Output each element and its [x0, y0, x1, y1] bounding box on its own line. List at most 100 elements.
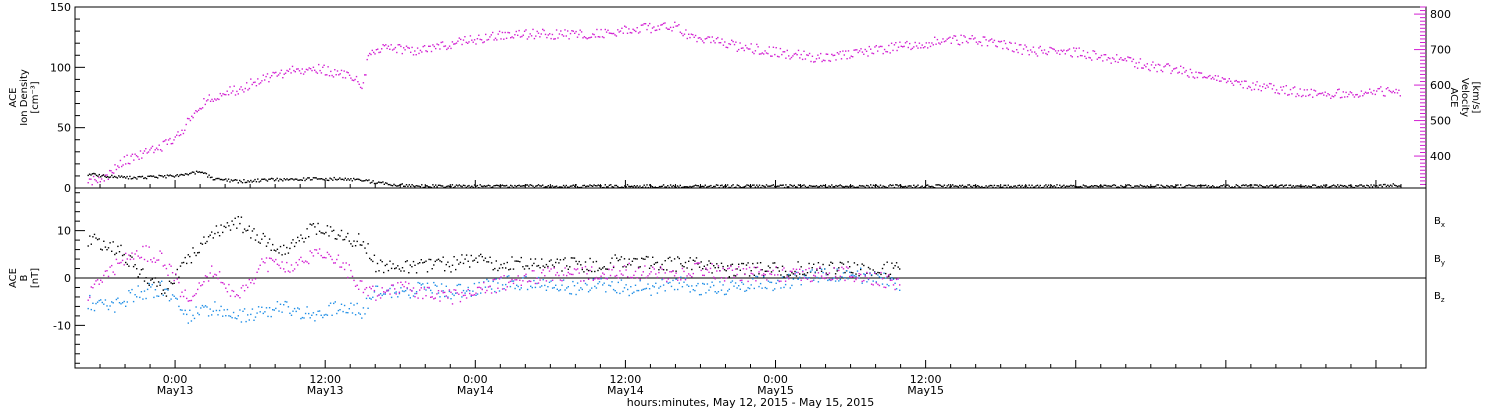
data-point	[225, 287, 227, 289]
data-point	[623, 265, 626, 267]
data-point	[308, 177, 310, 179]
data-point	[614, 34, 616, 36]
data-point	[604, 28, 606, 31]
data-point	[694, 260, 696, 262]
data-point	[151, 261, 153, 263]
data-point	[642, 24, 644, 26]
data-point	[1296, 93, 1299, 95]
data-point	[1123, 186, 1125, 188]
data-point	[1398, 89, 1400, 91]
data-point	[223, 178, 226, 181]
data-point	[981, 44, 983, 47]
data-point	[960, 34, 962, 36]
data-point	[247, 180, 249, 182]
data-point	[1102, 185, 1104, 188]
data-point	[803, 184, 805, 186]
data-point	[593, 184, 595, 186]
x-tick-time-label: 0:00	[163, 373, 188, 386]
data-point	[278, 252, 280, 254]
data-point	[875, 282, 877, 284]
data-point	[666, 269, 668, 271]
data-point	[176, 174, 178, 176]
data-point	[122, 176, 124, 179]
data-point	[1291, 186, 1293, 188]
data-point	[423, 186, 426, 189]
data-point	[436, 186, 438, 188]
data-point	[169, 174, 171, 176]
data-point	[162, 294, 164, 296]
data-point	[264, 262, 266, 264]
data-point	[1273, 186, 1275, 188]
data-point	[713, 284, 715, 287]
data-point	[376, 262, 379, 265]
data-point	[309, 68, 312, 70]
data-point	[672, 26, 675, 28]
data-point	[528, 280, 530, 282]
data-point	[354, 78, 356, 81]
data-point	[442, 292, 444, 294]
data-point	[384, 264, 386, 267]
data-point	[698, 294, 701, 296]
data-point	[1232, 187, 1235, 189]
data-point	[461, 43, 463, 46]
data-point	[365, 252, 368, 254]
data-point	[902, 46, 904, 48]
data-point	[244, 181, 246, 184]
data-point	[866, 272, 868, 274]
data-point	[749, 48, 751, 50]
data-point	[472, 186, 474, 189]
data-point	[523, 30, 526, 32]
data-point	[447, 47, 449, 49]
data-point	[258, 83, 260, 85]
data-point	[1370, 91, 1372, 94]
data-point	[157, 177, 159, 179]
data-point	[94, 173, 96, 175]
data-point	[777, 274, 779, 276]
data-point	[1025, 46, 1028, 48]
data-point	[358, 312, 360, 314]
data-point	[651, 186, 654, 188]
data-point	[1206, 77, 1208, 79]
data-point	[293, 268, 296, 270]
data-point	[894, 282, 896, 284]
data-point	[516, 279, 518, 281]
data-point	[1271, 184, 1274, 186]
data-point	[1314, 90, 1317, 92]
data-point	[1178, 71, 1180, 73]
data-point	[1362, 185, 1364, 187]
data-point	[821, 185, 823, 187]
data-point	[508, 281, 510, 284]
data-point	[556, 288, 558, 290]
data-point	[977, 43, 979, 45]
data-point	[531, 286, 533, 289]
data-point	[886, 261, 888, 263]
data-point	[753, 52, 755, 55]
data-point	[283, 268, 285, 270]
data-point	[400, 45, 402, 48]
data-point	[392, 284, 394, 286]
data-point	[561, 280, 563, 282]
data-point	[664, 290, 666, 292]
data-point	[1380, 86, 1382, 88]
data-point	[706, 186, 708, 188]
data-point	[628, 185, 630, 188]
data-point	[576, 282, 579, 284]
data-point	[484, 291, 487, 294]
data-point	[247, 229, 249, 231]
data-point	[175, 273, 177, 275]
data-point	[519, 288, 521, 291]
data-point	[582, 184, 584, 187]
data-point	[156, 259, 158, 261]
data-point	[863, 53, 865, 55]
data-point	[767, 265, 770, 267]
data-point	[99, 181, 101, 183]
data-point	[501, 267, 504, 269]
data-point	[304, 179, 306, 182]
data-point	[1216, 79, 1218, 81]
data-point	[1009, 41, 1011, 44]
data-point	[1332, 96, 1335, 98]
data-point	[1356, 185, 1358, 187]
data-point	[134, 264, 136, 266]
data-point	[757, 186, 759, 188]
data-point	[469, 35, 472, 37]
